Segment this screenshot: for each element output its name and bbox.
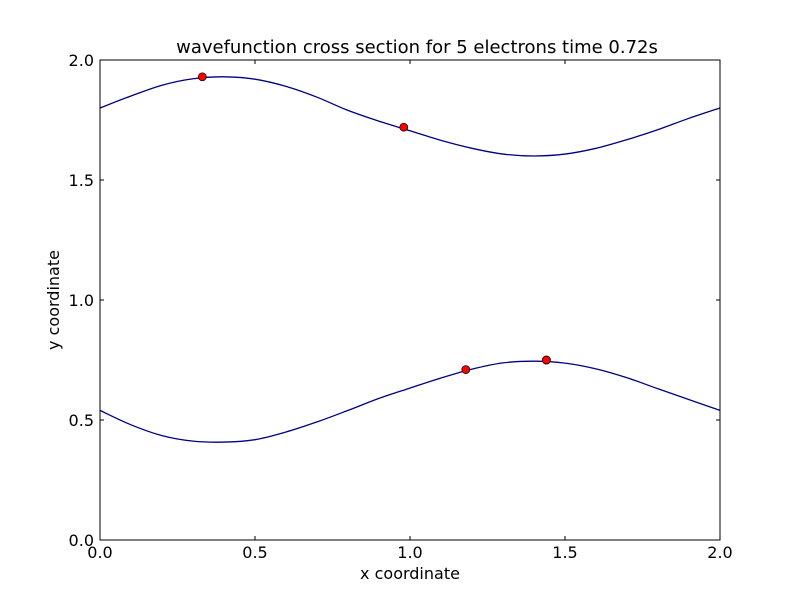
x-tick-label-0: 0.0 xyxy=(87,543,112,562)
electron-marker-2 xyxy=(399,122,409,132)
plot-area xyxy=(100,60,720,540)
electron-marker-1 xyxy=(197,72,207,82)
y-tick-label-1: 0.5 xyxy=(69,411,94,430)
ticks-layer: 0.0 0.5 1.0 1.5 2.0 0.0 0.5 1.0 1.5 2.0 xyxy=(69,51,733,562)
y-tick-label-2: 1.0 xyxy=(69,291,94,310)
x-tick-label-1: 0.5 xyxy=(242,543,267,562)
y-axis-label: y coordinate xyxy=(44,250,63,350)
chart-title: wavefunction cross section for 5 electro… xyxy=(176,37,658,58)
points-layer xyxy=(197,72,551,374)
y-tick-label-0: 0.0 xyxy=(69,531,94,550)
electron-marker-3 xyxy=(461,365,471,374)
x-tick-label-4: 2.0 xyxy=(707,543,732,562)
x-tick-label-3: 1.5 xyxy=(552,543,577,562)
y-tick-label-3: 1.5 xyxy=(69,171,94,190)
x-tick-label-2: 1.0 xyxy=(397,543,422,562)
y-tick-label-4: 2.0 xyxy=(69,51,94,70)
x-axis-label: x coordinate xyxy=(360,564,460,583)
electron-marker-5 xyxy=(542,355,551,365)
series-line-2 xyxy=(99,360,721,443)
